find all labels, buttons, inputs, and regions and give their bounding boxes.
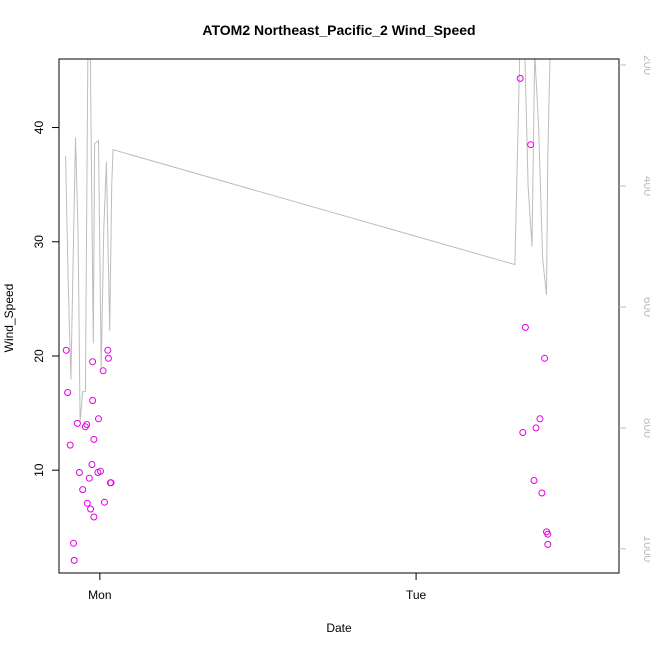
data-point xyxy=(64,389,72,396)
x-axis-label: Date xyxy=(326,621,352,635)
y-tick-label: 10 xyxy=(32,463,46,477)
data-point xyxy=(527,141,535,149)
data-point xyxy=(75,469,83,476)
data-point xyxy=(536,415,544,423)
y-tick-label: 20 xyxy=(32,349,46,363)
data-point xyxy=(538,489,546,497)
data-point xyxy=(88,461,96,468)
line-series xyxy=(65,59,551,422)
right-y-axis: 200 400 600 800 1000 xyxy=(619,55,650,562)
data-point xyxy=(99,367,107,375)
data-point xyxy=(104,354,112,362)
data-point xyxy=(521,323,529,331)
data-point xyxy=(107,479,115,487)
data-point xyxy=(516,74,524,82)
data-point xyxy=(95,415,102,423)
y-tick-label: 30 xyxy=(32,235,46,249)
data-point xyxy=(544,530,552,538)
data-point xyxy=(90,435,98,443)
data-point xyxy=(70,539,77,547)
data-point xyxy=(87,505,95,513)
data-point xyxy=(66,441,74,449)
data-point xyxy=(541,354,549,362)
pressure-line xyxy=(65,59,551,422)
data-point xyxy=(544,540,552,548)
data-point xyxy=(70,556,78,564)
data-point xyxy=(89,397,97,404)
right-y-tick-label: 400 xyxy=(641,176,650,196)
point-series xyxy=(62,74,552,564)
right-y-tick-label: 1000 xyxy=(641,535,650,562)
data-point xyxy=(83,499,91,507)
right-y-tick-label: 200 xyxy=(641,55,650,75)
data-point xyxy=(62,346,70,354)
data-point xyxy=(519,429,527,436)
data-point xyxy=(85,474,93,482)
x-axis: Mon Tue xyxy=(88,573,427,602)
data-point xyxy=(83,421,91,428)
plot-frame xyxy=(58,58,620,574)
data-point xyxy=(73,419,81,427)
right-y-tick-label: 800 xyxy=(641,418,650,438)
y-axis: 10 20 30 40 xyxy=(32,121,59,477)
x-tick-label: Mon xyxy=(88,588,111,602)
data-point xyxy=(97,467,104,475)
data-point xyxy=(101,498,108,506)
data-point xyxy=(532,424,540,432)
data-point xyxy=(104,346,112,354)
y-axis-label: Wind_Speed xyxy=(2,284,16,353)
y-tick-label: 40 xyxy=(32,121,46,135)
data-point xyxy=(79,486,87,494)
chart-title: ATOM2 Northeast_Pacific_2 Wind_Speed xyxy=(202,22,475,38)
data-point xyxy=(89,358,97,366)
x-tick-label: Tue xyxy=(406,588,427,602)
data-point xyxy=(90,513,98,521)
data-point xyxy=(530,477,538,484)
right-y-tick-label: 600 xyxy=(641,297,650,317)
